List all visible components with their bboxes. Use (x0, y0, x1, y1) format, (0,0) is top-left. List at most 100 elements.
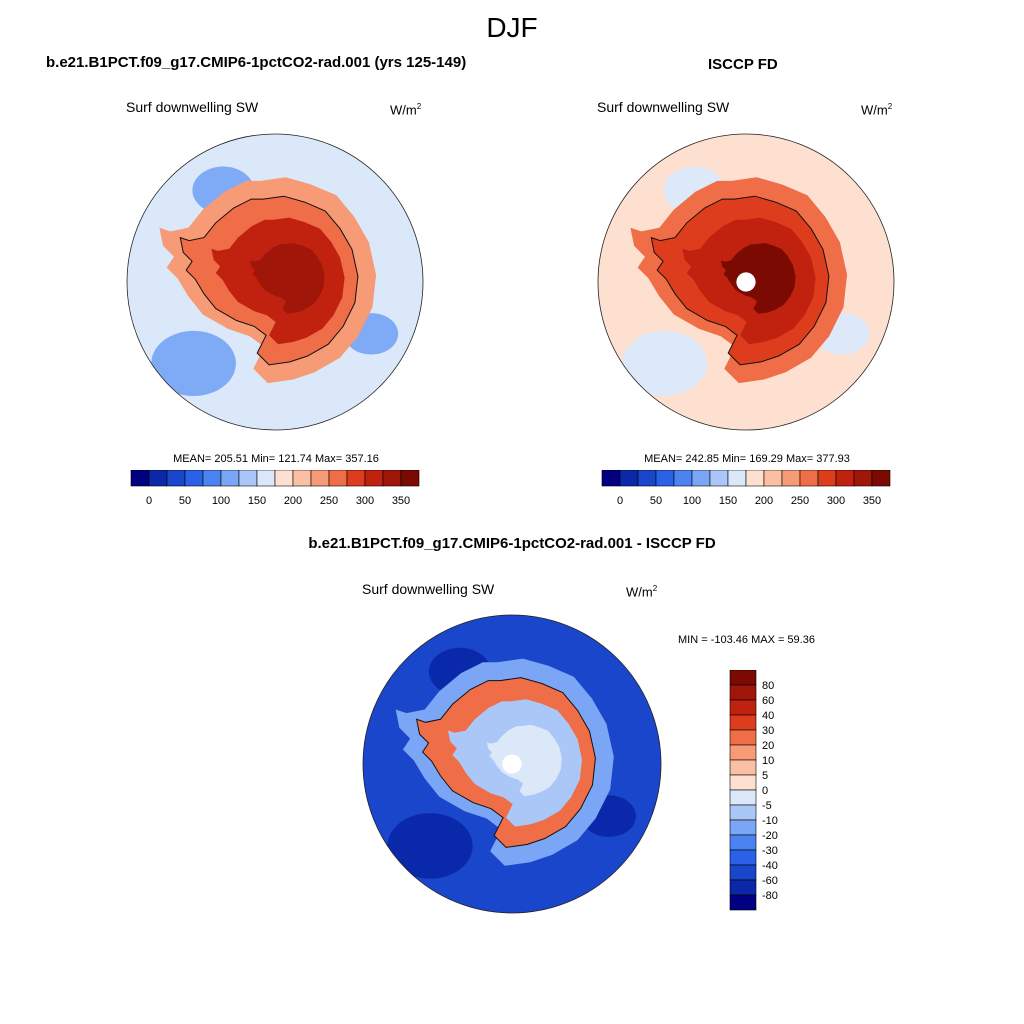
model-colorbar: 0 50 100 150 200 250 300 350 (126, 469, 426, 515)
obs-colorbar-swatch (601, 469, 621, 487)
model-variable-label: Surf downwelling SW (126, 99, 259, 115)
model-colorbar-swatch (274, 469, 294, 487)
diff-colorbar-tick-label: -80 (762, 890, 778, 902)
obs-colorbar-tick-label: 350 (863, 495, 881, 507)
diff-colorbar-swatch (729, 759, 757, 776)
obs-colorbar-swatch (871, 469, 891, 487)
obs-colorbar-swatch (763, 469, 783, 487)
model-colorbar-swatch (310, 469, 330, 487)
obs-units-label: W/m2 (861, 102, 893, 118)
figure-title: DJF (486, 12, 538, 43)
diff-colorbar-tick-label: -20 (762, 830, 778, 842)
obs-colorbar-swatch (835, 469, 855, 487)
diff-minmax-stats: MIN = -103.46 MAX = 59.36 (678, 634, 815, 646)
diff-colorbar-tick-label: 20 (762, 740, 774, 752)
diff-colorbar-swatch (729, 819, 757, 836)
model-colorbar-tick-label: 300 (356, 495, 374, 507)
diff-colorbar-swatch (729, 669, 757, 686)
obs-colorbar-swatch (673, 469, 693, 487)
diff-units-label: W/m2 (626, 584, 658, 600)
diff-colorbar-swatch (729, 804, 757, 821)
obs-colorbar-swatch (691, 469, 711, 487)
model-colorbar-swatch (148, 469, 168, 487)
diff-colorbar-tick-label: 0 (762, 785, 768, 797)
diff-colorbar-swatch (729, 729, 757, 746)
model-colorbar-tick-label: 0 (146, 495, 152, 507)
obs-colorbar-tick-label: 150 (719, 495, 737, 507)
model-map-border (126, 133, 424, 431)
model-colorbar-tick-label: 50 (179, 495, 191, 507)
obs-colorbar-tick-label: 250 (791, 495, 809, 507)
obs-plateau-fill (721, 243, 796, 314)
obs-colorbar-swatch (799, 469, 819, 487)
obs-panel-title: ISCCP FD (708, 56, 778, 73)
diff-panel-title: b.e21.B1PCT.f09_g17.CMIP6-1pctCO2-rad.00… (308, 535, 716, 552)
diff-colorbar-swatch (729, 864, 757, 881)
model-colorbar-swatch (346, 469, 366, 487)
model-colorbar-swatch (130, 469, 150, 487)
obs-colorbar: 0 50 100 150 200 250 300 350 (597, 469, 897, 515)
obs-colorbar-swatch (619, 469, 639, 487)
diff-colorbar: 80 60 40 30 20 10 5 0 -5 -10 -20 -30 -40 -60 -80 (728, 669, 788, 917)
model-stats: MEAN= 205.51 Min= 121.74 Max= 357.16 (173, 453, 379, 465)
model-colorbar-swatch (400, 469, 420, 487)
obs-field-layers (598, 134, 894, 430)
obs-variable-label: Surf downwelling SW (597, 99, 730, 115)
diff-colorbar-tick-label: -5 (762, 800, 772, 812)
diff-ocean-patch (387, 813, 473, 879)
model-panel-title: b.e21.B1PCT.f09_g17.CMIP6-1pctCO2-rad.00… (46, 54, 467, 71)
diff-colorbar-swatch (729, 699, 757, 716)
model-coastline (179, 195, 359, 366)
obs-colorbar-swatch (637, 469, 657, 487)
obs-colorbar-tick-label: 100 (683, 495, 701, 507)
diff-colorbar-tick-label: -40 (762, 860, 778, 872)
model-colorbar-tick-label: 200 (284, 495, 302, 507)
obs-colorbar-swatch (745, 469, 765, 487)
model-colorbar-swatch (220, 469, 240, 487)
diff-variable-label: Surf downwelling SW (362, 581, 495, 597)
obs-pole-hole (736, 272, 756, 292)
obs-map-border (597, 133, 895, 431)
diff-colorbar-swatch (729, 774, 757, 791)
model-colorbar-swatch (184, 469, 204, 487)
obs-stats: MEAN= 242.85 Min= 169.29 Max= 377.93 (644, 453, 850, 465)
model-colorbar-swatch (166, 469, 186, 487)
diff-colorbar-swatch (729, 834, 757, 851)
diff-colorbar-tick-label: 5 (762, 770, 768, 782)
diff-colorbar-swatch (729, 714, 757, 731)
obs-colorbar-swatch (727, 469, 747, 487)
diff-polar-map (362, 614, 662, 919)
obs-colorbar-swatch (709, 469, 729, 487)
diff-colorbar-swatch (729, 744, 757, 761)
diff-colorbar-swatch (729, 684, 757, 701)
model-colorbar-swatch (202, 469, 222, 487)
model-colorbar-swatch (256, 469, 276, 487)
diff-colorbar-tick-label: 40 (762, 710, 774, 722)
model-colorbar-swatch (292, 469, 312, 487)
model-units-label: W/m2 (390, 102, 422, 118)
diff-colorbar-swatch (729, 849, 757, 866)
diff-colorbar-tick-label: 60 (762, 695, 774, 707)
diff-map-border (362, 614, 662, 914)
diff-colorbar-tick-label: 10 (762, 755, 774, 767)
diff-coastline (415, 677, 596, 848)
model-colorbar-swatch (238, 469, 258, 487)
obs-colorbar-tick-label: 50 (650, 495, 662, 507)
diff-colorbar-tick-label: 30 (762, 725, 774, 737)
model-colorbar-tick-label: 350 (392, 495, 410, 507)
obs-polar-map (597, 133, 895, 436)
model-colorbar-swatch (328, 469, 348, 487)
model-ocean-patch (151, 330, 236, 396)
model-colorbar-tick-label: 250 (320, 495, 338, 507)
diff-colorbar-tick-label: -60 (762, 875, 778, 887)
obs-colorbar-tick-label: 0 (617, 495, 623, 507)
model-colorbar-tick-label: 100 (212, 495, 230, 507)
diff-field-layers (363, 615, 661, 913)
model-field-layers (127, 134, 423, 430)
obs-colorbar-swatch (781, 469, 801, 487)
model-polar-map (126, 133, 424, 436)
obs-colorbar-swatch (655, 469, 675, 487)
model-colorbar-swatch (382, 469, 402, 487)
obs-colorbar-swatch (817, 469, 837, 487)
diff-colorbar-swatch (729, 789, 757, 806)
